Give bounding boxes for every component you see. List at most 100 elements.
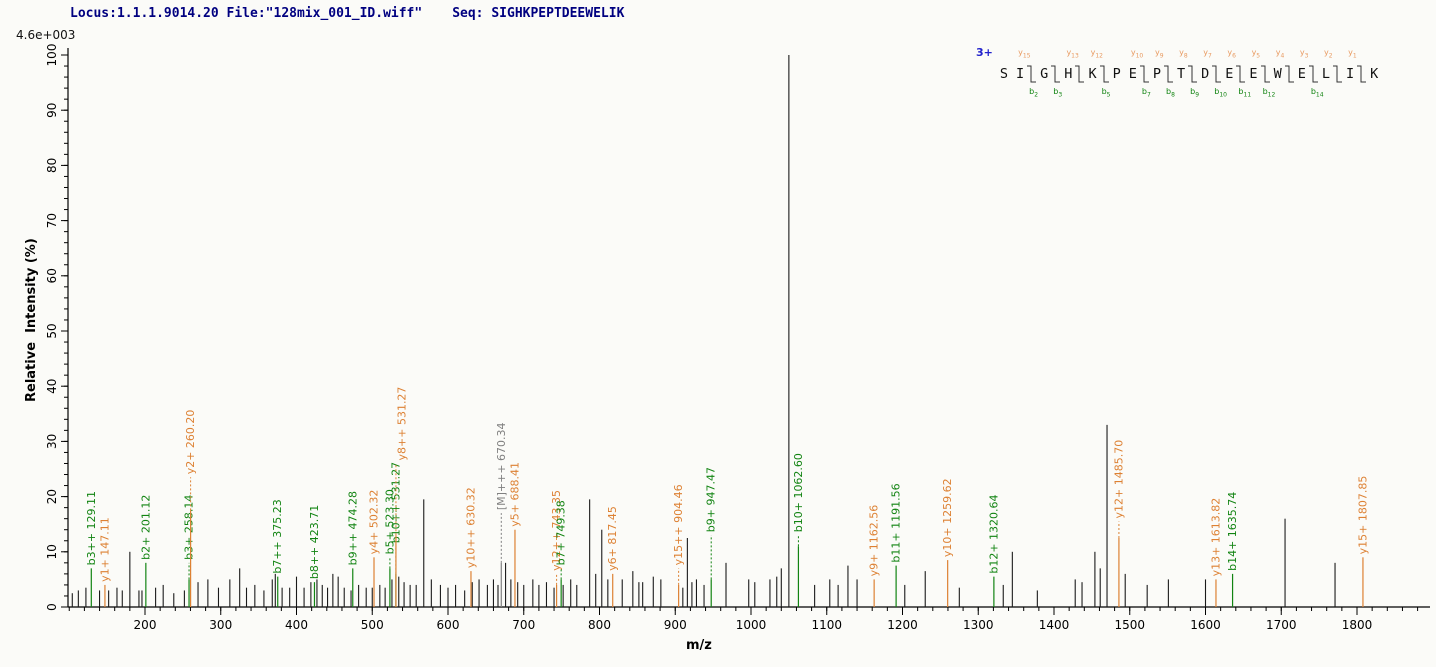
x-tick-label: 900 bbox=[664, 618, 687, 632]
peak-label: b9+ 947.47 bbox=[705, 467, 718, 532]
cleavage-mark: y7 b10 bbox=[1203, 49, 1227, 99]
peak-label: [M]+++ 670.34 bbox=[495, 422, 508, 510]
peak-label: b14+ 1635.74 bbox=[1226, 492, 1239, 571]
peak-label: y8++ 531.27 bbox=[395, 387, 408, 461]
cleavage-line-icon bbox=[1308, 65, 1318, 83]
peak-label: y10++ 630.32 bbox=[464, 487, 477, 568]
cleavage-line-icon bbox=[1139, 65, 1149, 83]
peak-label: b7++ 375.23 bbox=[271, 499, 284, 573]
b-ion-label: b14 bbox=[1310, 87, 1324, 99]
y-ion-label: y5 bbox=[1251, 48, 1261, 60]
peak-label: y5+ 688.41 bbox=[508, 462, 521, 527]
peak-label: b5+ 523.30 bbox=[383, 489, 396, 554]
precursor-charge-label: 3+ bbox=[976, 46, 993, 59]
x-tick-label: 1800 bbox=[1342, 618, 1373, 632]
peak-label: y13+ 1613.82 bbox=[1209, 498, 1222, 577]
peak-label: b3+ 258.14 bbox=[183, 495, 196, 560]
y-tick-label: 40 bbox=[45, 379, 59, 394]
b-ion-label: b2 bbox=[1029, 87, 1039, 99]
cleavage-line-icon bbox=[1099, 65, 1109, 83]
y-tick-label: 80 bbox=[45, 158, 59, 173]
b-ion-label: b11 bbox=[1238, 87, 1252, 99]
residue-letter: I bbox=[1016, 66, 1025, 82]
cleavage-mark: y3 b14 bbox=[1300, 49, 1324, 99]
b-ion-label: b12 bbox=[1262, 87, 1276, 99]
peak-label: y12++ 743.35 bbox=[550, 490, 563, 571]
cleavage-mark: y9 b8 bbox=[1155, 49, 1175, 99]
peak-label: y2+ 260.20 bbox=[184, 410, 197, 475]
residue-letter: P bbox=[1152, 66, 1161, 82]
cleavage-line-icon bbox=[1332, 65, 1342, 83]
y-ion-label: y8 bbox=[1179, 48, 1188, 60]
b-ion-label: b10 bbox=[1214, 87, 1227, 99]
residue-letter: I bbox=[1345, 66, 1355, 82]
x-tick-label: 200 bbox=[134, 618, 157, 632]
residue-letter: D bbox=[1201, 66, 1210, 82]
y-ion-label: y13 bbox=[1066, 48, 1079, 60]
peak-label: y4+ 502.32 bbox=[368, 490, 381, 555]
cleavage-mark: y5 b12 bbox=[1252, 49, 1276, 99]
cleavage-mark: b3 bbox=[1050, 61, 1062, 99]
y-tick-label: 70 bbox=[45, 213, 59, 228]
residue-letter: P bbox=[1112, 66, 1121, 82]
cleavage-mark: y6 b11 bbox=[1227, 49, 1251, 99]
x-tick-label: 300 bbox=[209, 618, 232, 632]
y-ion-label: y12 bbox=[1090, 48, 1103, 60]
y-ion-label: y7 bbox=[1203, 48, 1212, 60]
y-tick-label: 50 bbox=[45, 323, 59, 338]
header-locus-file: Locus:1.1.1.9014.20 File:"128mix_001_ID.… bbox=[70, 6, 423, 21]
residue-letter: H bbox=[1064, 66, 1073, 82]
x-tick-label: 400 bbox=[285, 618, 308, 632]
y-tick-label: 0 bbox=[45, 603, 59, 611]
peak-label: b3++ 129.11 bbox=[85, 491, 98, 565]
residue-letter: W bbox=[1273, 66, 1282, 82]
cleavage-line-icon bbox=[1212, 65, 1222, 83]
x-tick-label: 1300 bbox=[963, 618, 994, 632]
y-tick-label: 100 bbox=[45, 44, 59, 67]
peak-label: y15++ 904.46 bbox=[672, 484, 685, 565]
y-ion-label: y6 bbox=[1227, 48, 1236, 60]
x-tick-label: 600 bbox=[437, 618, 460, 632]
y-ion-label: y1 bbox=[1348, 48, 1357, 60]
cleavage-mark: y13 bbox=[1066, 49, 1086, 87]
cleavage-mark: y1 bbox=[1348, 49, 1368, 87]
peak-label: y6+ 817.45 bbox=[606, 506, 619, 571]
peak-label: b11+ 1191.56 bbox=[890, 483, 903, 562]
cleavage-line-icon bbox=[1164, 65, 1173, 83]
peak-label: y1+ 147.11 bbox=[98, 517, 111, 582]
b-ion-label: b8 bbox=[1166, 87, 1175, 99]
y-tick-label: 20 bbox=[45, 489, 59, 504]
b-ion-label: b7 bbox=[1141, 87, 1151, 99]
residue-letter: T bbox=[1177, 66, 1186, 82]
y-ion-label: y15 bbox=[1018, 48, 1031, 60]
cleavage-mark: y2 bbox=[1324, 49, 1344, 87]
y-tick-label: 60 bbox=[45, 268, 59, 283]
residue-letter: L bbox=[1321, 66, 1330, 82]
cleavage-line-icon bbox=[1188, 65, 1198, 83]
x-axis-title: m/z bbox=[686, 638, 712, 653]
b-ion-label: b3 bbox=[1053, 87, 1063, 99]
x-tick-label: 700 bbox=[512, 618, 535, 632]
peak-label: b8++ 423.71 bbox=[308, 505, 321, 579]
x-tick-label: 500 bbox=[361, 618, 384, 632]
header: Locus:1.1.1.9014.20 File:"128mix_001_ID.… bbox=[70, 6, 624, 21]
residue-letter: E bbox=[1128, 66, 1137, 82]
y-tick-label: 90 bbox=[45, 103, 59, 118]
cleavage-mark: y15 b2 bbox=[1018, 49, 1038, 99]
y-tick-label: 10 bbox=[45, 544, 59, 559]
residue-letter: K bbox=[1370, 66, 1379, 82]
cleavage-line-icon bbox=[1260, 65, 1270, 83]
header-sequence: Seq: SIGHKPEPTDEEWELIK bbox=[452, 6, 625, 21]
peak-label: y9+ 1162.56 bbox=[868, 505, 881, 577]
x-tick-label: 800 bbox=[588, 618, 611, 632]
peak-label: b2+ 201.12 bbox=[139, 495, 152, 560]
y-ion-label: y2 bbox=[1323, 48, 1333, 60]
cleavage-line-icon bbox=[1284, 65, 1294, 83]
peak-label: b10+ 1062.60 bbox=[792, 453, 805, 532]
cleavage-mark: y12 b5 bbox=[1091, 49, 1111, 99]
x-tick-label: 1500 bbox=[1114, 618, 1145, 632]
peak-label: b7+ 749.38 bbox=[555, 500, 568, 565]
